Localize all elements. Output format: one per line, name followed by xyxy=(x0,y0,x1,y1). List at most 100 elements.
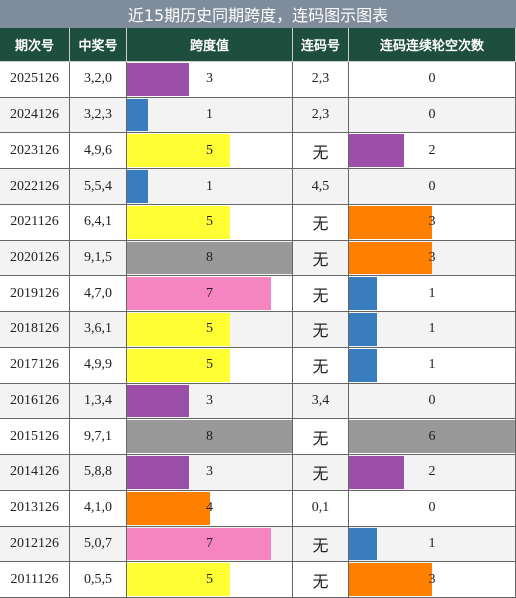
table-cell: 2,3 xyxy=(293,97,349,134)
data-bar xyxy=(127,563,231,596)
cell-text: 0,5,5 xyxy=(84,571,112,587)
cell-text: 4,7,0 xyxy=(84,285,112,301)
cell-text: 2 xyxy=(428,464,436,480)
table-cell: 2014126 xyxy=(0,455,70,491)
table-cell: 2,3 xyxy=(293,62,349,98)
data-bar xyxy=(127,491,210,525)
table-cell: 7 xyxy=(127,526,293,563)
table-cell: 3,4 xyxy=(293,383,349,420)
cell-text: 无 xyxy=(312,323,329,341)
table-cell: 无 xyxy=(293,204,349,241)
cell-text: 2016126 xyxy=(10,392,59,408)
data-bar xyxy=(349,241,432,275)
cell-text: 2,3 xyxy=(311,71,330,87)
cell-text: 0 xyxy=(428,71,436,87)
table-cell: 9,7,1 xyxy=(70,419,127,456)
cell-text: 3,2,3 xyxy=(84,107,112,123)
cell-text: 5,0,7 xyxy=(84,535,112,551)
table-cell: 6,4,1 xyxy=(70,204,127,241)
table-cell: 9,1,5 xyxy=(70,240,127,277)
header-cell: 期次号 xyxy=(0,28,70,62)
data-bar xyxy=(127,241,292,275)
cell-text: 2018126 xyxy=(10,321,59,337)
data-bar xyxy=(127,277,272,311)
table-cell: 4,5 xyxy=(293,169,349,205)
cell-text: 3,2,0 xyxy=(84,71,112,87)
cell-text: 5,5,4 xyxy=(84,178,112,194)
table-cell: 3 xyxy=(349,204,516,241)
cell-text: 无 xyxy=(312,144,329,162)
cell-text: 2015126 xyxy=(10,428,59,444)
table-cell: 1 xyxy=(127,97,293,134)
table-cell: 3 xyxy=(127,62,293,98)
cell-text: 0,1 xyxy=(311,500,330,516)
table-cell: 2021126 xyxy=(0,204,70,241)
cell-text: 2019126 xyxy=(10,285,59,301)
cell-text: 6,4,1 xyxy=(84,214,112,230)
data-bar xyxy=(127,348,231,382)
cell-text: 0 xyxy=(428,500,436,516)
cell-text: 3 xyxy=(206,71,213,87)
table-cell: 4 xyxy=(127,490,293,527)
table-cell: 0 xyxy=(349,169,516,205)
table-cell: 0 xyxy=(349,62,516,98)
cell-text: 2024126 xyxy=(10,107,59,123)
table-cell: 1 xyxy=(349,276,516,313)
cell-text: 3 xyxy=(206,392,213,408)
table-cell: 3 xyxy=(349,240,516,277)
data-bar xyxy=(349,527,377,561)
cell-text: 3,4 xyxy=(311,392,330,408)
table-cell: 无 xyxy=(293,240,349,277)
cell-text: 4 xyxy=(206,500,213,516)
table-cell: 0 xyxy=(349,383,516,420)
data-bar xyxy=(349,420,515,454)
cell-text: 2022126 xyxy=(10,178,59,194)
table-cell: 0,5,5 xyxy=(70,562,127,598)
table-cell: 2 xyxy=(349,133,516,170)
cell-text: 5 xyxy=(206,142,213,158)
cell-text: 2011126 xyxy=(10,571,59,587)
table-cell: 0,1 xyxy=(293,490,349,527)
data-bar xyxy=(349,134,405,168)
cell-text: 1 xyxy=(428,357,436,373)
table-cell: 3 xyxy=(127,455,293,491)
table-cell: 5,8,8 xyxy=(70,455,127,491)
table-cell: 8 xyxy=(127,240,293,277)
data-bar xyxy=(127,205,231,239)
table-cell: 无 xyxy=(293,455,349,491)
cell-text: 3 xyxy=(428,250,436,266)
cell-text: 3 xyxy=(428,214,436,230)
cell-text: 7 xyxy=(206,285,213,301)
cell-text: 无 xyxy=(312,359,329,377)
cell-text: 无 xyxy=(312,430,329,448)
table-cell: 2013126 xyxy=(0,490,70,527)
table-cell: 4,9,9 xyxy=(70,347,127,384)
cell-text: 6 xyxy=(428,428,436,444)
cell-text: 5 xyxy=(206,571,213,587)
cell-text: 无 xyxy=(312,466,329,484)
cell-text: 0 xyxy=(428,392,436,408)
cell-text: 1 xyxy=(428,535,436,551)
cell-text: 2,3 xyxy=(311,107,330,123)
table-cell: 5,5,4 xyxy=(70,169,127,205)
table-cell: 3,6,1 xyxy=(70,312,127,348)
table-cell: 2023126 xyxy=(0,133,70,170)
table-cell: 5 xyxy=(127,312,293,348)
table-cell: 5 xyxy=(127,133,293,170)
header-cell: 中奖号 xyxy=(70,28,127,62)
table-cell: 2024126 xyxy=(0,97,70,134)
table-cell: 1 xyxy=(127,169,293,205)
cell-text: 1 xyxy=(428,321,436,337)
cell-text: 8 xyxy=(206,250,213,266)
header-cell: 连码号 xyxy=(293,28,349,62)
table-cell: 3 xyxy=(349,562,516,598)
table-cell: 3,2,3 xyxy=(70,97,127,134)
title: 近15期历史同期跨度，连码图示图表 xyxy=(0,0,516,28)
data-bar xyxy=(127,170,148,203)
table-cell: 5 xyxy=(127,347,293,384)
header-cell: 跨度值 xyxy=(127,28,293,62)
table-cell: 7 xyxy=(127,276,293,313)
table-cell: 2015126 xyxy=(0,419,70,456)
cell-text: 2 xyxy=(428,142,436,158)
data-bar xyxy=(349,313,377,346)
